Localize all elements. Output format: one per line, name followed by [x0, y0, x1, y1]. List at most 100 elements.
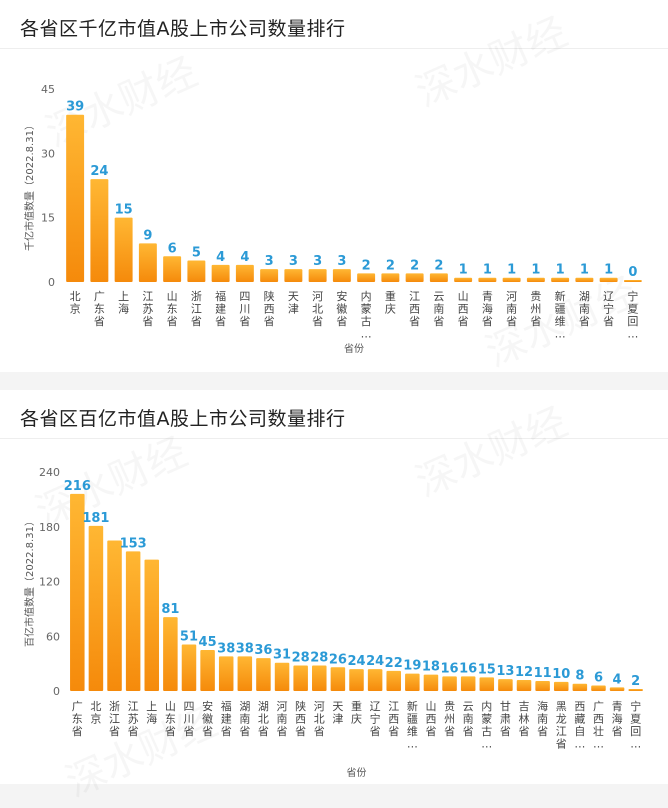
x-tick-label: 广东省: [94, 290, 105, 328]
data-label: 51: [180, 629, 198, 644]
bar: [125, 551, 141, 691]
x-tick-char: 海: [612, 712, 623, 726]
x-tick-char: 维: [555, 315, 566, 328]
x-tick-char: 福: [215, 289, 226, 303]
bar: [628, 689, 643, 691]
bar: [623, 280, 642, 282]
x-tick-char: 浙: [191, 290, 202, 303]
x-tick-char: 京: [90, 712, 101, 726]
x-tick-label: 山东省: [167, 290, 178, 328]
data-label: 3: [265, 254, 274, 269]
x-tick-label: 青海省: [612, 700, 623, 738]
x-tick-char: 夏: [630, 713, 641, 726]
x-tick-char: …: [593, 738, 604, 751]
x-tick-label: 天津: [288, 290, 299, 316]
x-tick-char: 青: [612, 700, 623, 713]
x-tick-label: 海南省: [537, 699, 548, 738]
data-label: 3: [289, 254, 298, 269]
x-tick-char: 江: [109, 713, 120, 726]
data-label: 10: [552, 667, 570, 682]
x-tick-label: 北京: [90, 700, 101, 726]
y-tick-label: 45: [41, 83, 55, 96]
bar: [478, 277, 497, 282]
data-label: 15: [478, 662, 496, 677]
x-tick-char: 古: [481, 725, 492, 738]
x-tick-label: 云南省: [463, 700, 474, 738]
x-tick-char: 省: [425, 725, 436, 738]
x-tick-char: 安: [202, 699, 213, 713]
x-tick-char: 疆: [555, 303, 566, 316]
x-tick-label: 北京: [70, 290, 81, 316]
bar: [386, 670, 401, 691]
bar: [218, 656, 234, 691]
data-label: 45: [199, 635, 217, 650]
x-tick-label: 西藏自…: [574, 700, 585, 751]
x-tick-char: …: [481, 738, 492, 751]
bar: [200, 649, 215, 691]
x-tick-char: 省: [444, 725, 455, 738]
data-label: 1: [604, 263, 613, 278]
x-tick-char: 海: [118, 302, 129, 316]
x-tick-char: 浙: [109, 700, 120, 713]
x-tick-char: …: [407, 738, 418, 751]
x-tick-char: 省: [530, 315, 541, 328]
bar: [405, 273, 424, 282]
data-label: 39: [66, 100, 84, 115]
x-tick-label: 天津: [332, 700, 343, 726]
x-tick-char: 肃: [500, 713, 511, 726]
chart-card-thousand-billion: 各省区千亿市值A股上市公司数量排行 深水财经 深水财经 深水财经 千亿市值数量（…: [0, 0, 668, 372]
x-tick-label: 青海省: [482, 290, 493, 328]
bar: [575, 277, 594, 282]
bar: [498, 679, 513, 691]
y-tick-label: 0: [53, 685, 60, 698]
bar-chart: 百亿市值数量（2022.8.31）060120180240216广东省181北京…: [23, 466, 643, 779]
bar: [237, 656, 253, 691]
x-tick-char: 海: [146, 712, 157, 726]
x-tick-char: 省: [264, 315, 275, 328]
bar: [479, 677, 495, 691]
bar: [211, 264, 230, 282]
x-tick-char: 海: [482, 302, 493, 316]
bar: [460, 676, 476, 691]
x-tick-char: 古: [361, 315, 372, 328]
bar: [312, 665, 327, 691]
x-tick-char: 苏: [128, 713, 139, 726]
x-axis-title: 省份: [344, 342, 364, 355]
bar: [357, 273, 376, 282]
bar: [138, 243, 157, 282]
x-tick-char: 宁: [627, 289, 638, 303]
bar: [114, 217, 133, 282]
y-axis-title: 千亿市值数量（2022.8.31）: [23, 120, 36, 251]
data-label: 11: [534, 666, 552, 681]
x-tick-label: 安徽省: [336, 289, 347, 328]
x-tick-char: …: [361, 328, 372, 341]
bar: [144, 559, 160, 691]
x-tick-char: 陕: [264, 289, 275, 303]
bar: [260, 269, 279, 282]
x-tick-char: 林: [519, 712, 530, 726]
data-label: 1: [556, 263, 565, 278]
x-tick-char: 疆: [407, 713, 418, 726]
x-tick-label: 贵州省: [530, 290, 541, 328]
x-tick-char: 北: [312, 303, 323, 316]
x-tick-char: 江: [191, 303, 202, 316]
bar: [381, 273, 400, 282]
x-tick-char: 湖: [579, 290, 590, 303]
x-tick-char: 南: [506, 303, 517, 316]
x-tick-char: 北: [90, 700, 101, 713]
data-label: 22: [385, 656, 403, 671]
y-tick-label: 30: [41, 147, 55, 160]
data-label: 18: [422, 660, 440, 675]
bar: [88, 525, 104, 691]
data-label: 28: [292, 650, 310, 665]
x-tick-char: 河: [277, 700, 288, 713]
bar: [90, 179, 109, 282]
x-tick-label: 黑龙江省: [556, 700, 567, 751]
x-tick-char: 南: [463, 713, 474, 726]
x-tick-char: 庆: [385, 302, 396, 316]
x-tick-char: 省: [463, 725, 474, 738]
bar-chart: 千亿市值数量（2022.8.31）015304539北京24广东省15上海9江苏…: [23, 83, 642, 355]
x-tick-label: 山西省: [458, 290, 469, 328]
x-tick-char: 东: [165, 713, 176, 726]
data-label: 19: [403, 659, 421, 674]
